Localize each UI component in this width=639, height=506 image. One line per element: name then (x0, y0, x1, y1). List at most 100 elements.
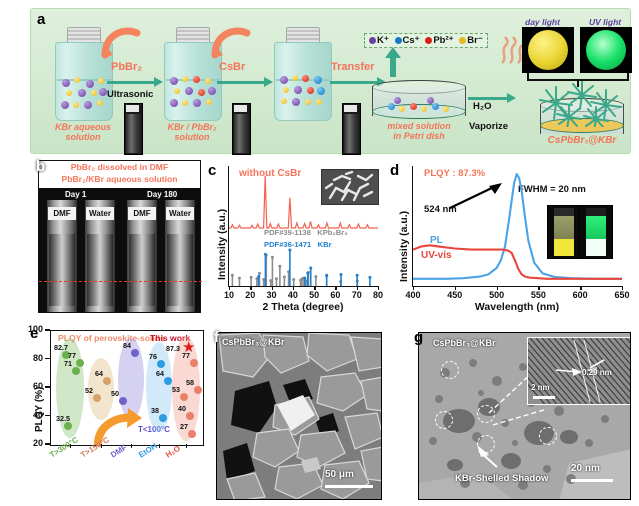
vial-liquid (126, 114, 141, 153)
xtick-label: 500 (489, 290, 505, 300)
panel-g-tem: 0.29 nm 2 nm CsPbBr₃@KBr KBr-Shelled Sha… (418, 332, 631, 500)
ion-cs (388, 103, 395, 110)
ion-br (182, 76, 188, 82)
ion-pb (307, 87, 314, 94)
panel-c-xlabel: 2 Theta (degree) (262, 301, 344, 313)
ion-br (97, 100, 103, 106)
ion-pb-legend-dot (425, 36, 433, 44)
group-ellipse-t150 (88, 358, 114, 420)
ytick-label: 60 (32, 381, 43, 391)
ion-br (292, 75, 298, 81)
trend-arrow-icon (94, 408, 142, 446)
ion-k (292, 98, 300, 106)
lattice-spacing-label: 0.29 nm (582, 368, 612, 377)
jar2-caption-line2: solution (174, 132, 210, 142)
xtick (271, 286, 273, 290)
xtick (229, 286, 231, 290)
vial-photo-2 (232, 103, 251, 155)
dish-caption-line1: mixed solution (387, 121, 451, 131)
xtick (538, 286, 540, 290)
ytick (45, 443, 50, 445)
datapoint-label: 76 (149, 352, 157, 362)
ion-cs-legend-dot (394, 36, 402, 44)
flow-arrow-2 (217, 77, 273, 87)
hrtem-lattice-fringes (528, 338, 630, 404)
panel-e-axes (50, 330, 204, 446)
pbbr2-curved-arrow-icon (101, 27, 141, 59)
ion-br (66, 90, 72, 96)
vial-photo-day-light (547, 205, 581, 259)
jar1-caption-line2: solution (65, 132, 101, 142)
xtick-label: 50 (309, 290, 320, 300)
datapoint-etoh (157, 360, 165, 369)
this-work-star-icon: ★ (182, 339, 196, 357)
datapoint-label: 27 (180, 422, 188, 432)
panel-c-annotation: without CsBr (239, 168, 302, 179)
ion-br (399, 106, 405, 112)
datapoint-t-150-c (103, 377, 111, 386)
jar2-caption-line1: KBr / PbBr₂ (167, 122, 217, 132)
flow-arrow-4 (468, 93, 516, 103)
panel-b-label: b (36, 158, 46, 175)
jar-kbr-pbbr2-solution (164, 27, 222, 121)
vial-cap (234, 105, 247, 112)
xtick (101, 444, 103, 448)
datapoint-label: 64 (95, 369, 103, 379)
ytick (45, 329, 50, 331)
bracket-icon (527, 73, 629, 87)
ion-k (185, 87, 193, 95)
vial-solution (49, 234, 75, 306)
product-caption: CsPbBr₃@KBr (547, 135, 617, 146)
panel-f-scale-bar (325, 485, 373, 488)
ytick-label: 40 (32, 409, 43, 420)
panel-d-axes (412, 166, 623, 287)
xtick (292, 286, 295, 290)
xtick (159, 444, 161, 448)
panel-a-label: a (37, 11, 46, 28)
ion-br (182, 100, 188, 106)
hrtem-inset: 0.29 nm 2 nm (527, 337, 630, 405)
highlight-circle (441, 361, 459, 379)
xtick-label: 450 (447, 290, 463, 300)
datapoint-label: 64 (156, 369, 164, 379)
step-label-transfer: Transfer (331, 61, 375, 73)
pl-curve-label: PL (430, 235, 443, 246)
vial-day180-dmf: DMF (127, 200, 157, 312)
inset-scale-bar (533, 396, 555, 399)
ion-cs (432, 103, 439, 110)
datapoint-h-o (190, 358, 198, 367)
sem-image-f (217, 333, 381, 499)
ion-br-legend-label: Br⁻ (467, 35, 483, 46)
xtick (622, 286, 624, 290)
ion-k (170, 77, 178, 85)
jar1-caption: KBr aqueous solution (43, 122, 123, 142)
pdf-reference-1: PDF#39-1138 KPb₂Br₅ (264, 228, 348, 237)
ytick-label: 20 (32, 438, 43, 448)
vial-solution (167, 234, 193, 306)
ion-legend: K⁺ Cs⁺ Pb²⁺ Br⁻ (364, 33, 488, 48)
vial-label-dmf-day1: DMF (48, 207, 76, 220)
day-light-photo-label: day light (525, 17, 560, 27)
panel-c-ylabel: Intensity (a.u.) (216, 208, 228, 280)
vial-day1-dmf: DMF (47, 200, 77, 312)
ion-br (74, 77, 80, 83)
datapoint-h-o (194, 385, 202, 394)
datapoint-h-o (180, 392, 188, 401)
xtick (356, 286, 359, 290)
dish-caption-line2: in Petri dish (393, 131, 445, 141)
panel-g-label: g (414, 329, 424, 346)
panel-a-schematic: a KBr aqueous solution PbBr₂ (30, 8, 632, 155)
xtick (335, 286, 337, 290)
ion-br (443, 106, 449, 112)
ion-cs (317, 87, 325, 95)
ion-k (427, 97, 434, 104)
liquid-level-line (57, 79, 111, 81)
datapoint-t-300-c (64, 422, 72, 431)
ion-pb-legend-label: Pb²⁺ (433, 35, 454, 46)
xtick-label: 650 (614, 290, 630, 300)
panel-f-sem: CsPbBr₃@KBr 50 μm (216, 332, 382, 500)
xtick (70, 444, 72, 448)
panel-g-scale-bar (571, 479, 613, 482)
panel-f-scale-label: 50 μm (325, 469, 354, 480)
